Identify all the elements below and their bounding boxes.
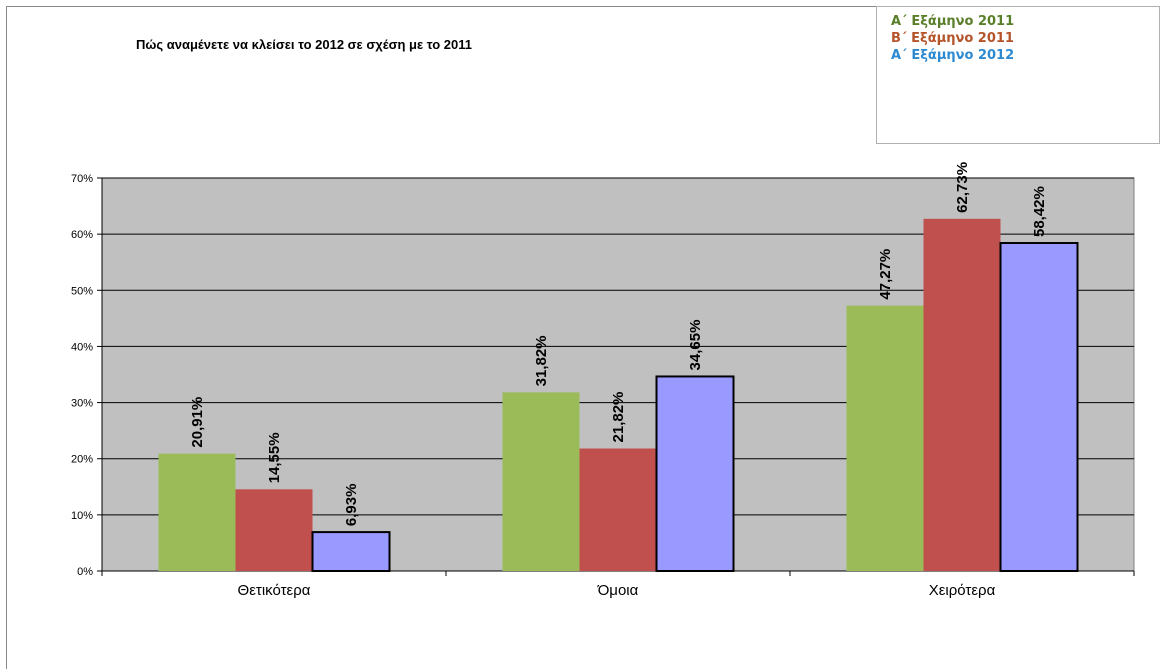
legend: Α΄ Εξάμηνο 2011 Β΄ Εξάμηνο 2011 Α΄ Εξάμη… <box>876 6 1160 144</box>
data-label: 14,55% <box>266 432 283 483</box>
bar <box>923 218 1001 571</box>
y-tick-label: 20% <box>71 454 93 466</box>
y-tick-label: 30% <box>71 398 93 410</box>
bar <box>311 531 391 573</box>
data-label: 47,27% <box>877 249 894 300</box>
x-category-label: Όμοια <box>597 582 639 599</box>
data-label: 6,93% <box>343 484 360 527</box>
data-label: 21,82% <box>610 392 627 443</box>
y-tick-label: 50% <box>71 285 93 297</box>
data-label: 20,91% <box>189 397 206 448</box>
bar <box>579 448 657 571</box>
bar <box>655 375 735 572</box>
legend-item-series-2: Β΄ Εξάμηνο 2011 <box>891 31 1014 46</box>
bar <box>502 392 580 571</box>
y-tick-label: 0% <box>77 566 93 578</box>
legend-item-series-1: Α΄ Εξάμηνο 2011 <box>891 14 1015 29</box>
chart-frame <box>6 6 1160 669</box>
data-label: 62,73% <box>954 162 971 213</box>
legend-item-series-3: Α΄ Εξάμηνο 2012 <box>891 48 1015 63</box>
bar <box>158 453 236 571</box>
data-label: 34,65% <box>687 320 704 371</box>
y-tick-label: 10% <box>71 510 93 522</box>
y-tick-label: 60% <box>71 229 93 241</box>
bar <box>235 489 313 571</box>
y-tick-label: 40% <box>71 341 93 353</box>
bar <box>999 242 1079 572</box>
y-tick-label: 70% <box>71 173 93 185</box>
data-label: 58,42% <box>1031 186 1048 237</box>
x-category-label: Θετικότερα <box>238 582 311 599</box>
data-label: 31,82% <box>533 335 550 386</box>
bar <box>846 305 924 571</box>
chart-title: Πώς αναμένετε να κλείσει το 2012 σε σχέσ… <box>136 37 472 52</box>
x-category-label: Χειρότερα <box>929 582 996 599</box>
